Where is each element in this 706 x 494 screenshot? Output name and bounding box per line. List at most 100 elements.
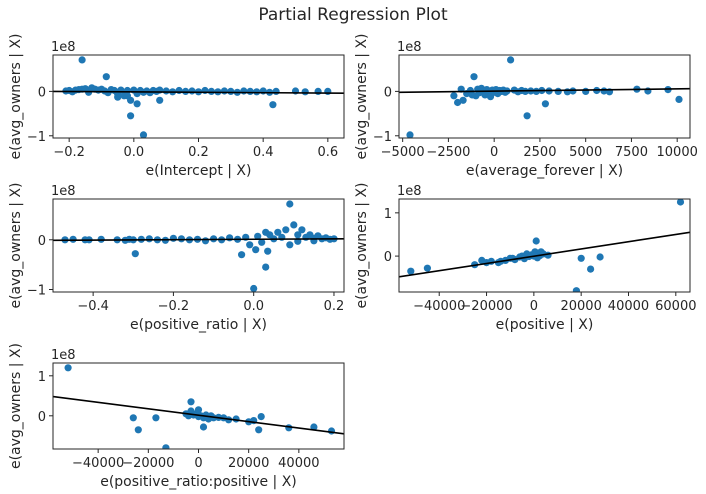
- data-point: [127, 112, 135, 120]
- data-point: [407, 267, 415, 275]
- x-tick-label: 0.2: [324, 299, 345, 314]
- points: [64, 364, 336, 449]
- x-tick-label: 5000: [569, 145, 602, 160]
- x-tick-label: −40000: [413, 299, 465, 314]
- data-point: [676, 199, 685, 206]
- data-point: [207, 87, 215, 95]
- data-point: [274, 228, 282, 236]
- data-point: [406, 131, 414, 138]
- x-tick-label: −40000: [72, 456, 124, 471]
- points: [61, 200, 338, 292]
- x-tick-label: −5000: [381, 145, 425, 160]
- data-point: [188, 87, 196, 95]
- data-point: [139, 131, 148, 138]
- data-point: [314, 87, 322, 95]
- x-tick-label: 40000: [608, 299, 649, 314]
- data-point: [459, 96, 467, 104]
- axes-frame: [398, 198, 691, 293]
- data-point: [572, 287, 580, 292]
- x-tick-label: 0.0: [123, 145, 144, 160]
- y-axis-label: e(avg_owners | X): [8, 182, 24, 308]
- y-axis-label: e(avg_owners | X): [8, 343, 24, 469]
- data-point: [162, 87, 170, 95]
- data-point: [587, 265, 595, 273]
- data-point: [169, 234, 177, 242]
- data-point: [156, 96, 164, 104]
- data-point: [324, 87, 332, 95]
- y-offset-multiplier: 1e8: [397, 40, 422, 55]
- x-axis-label: e(Intercept | X): [146, 163, 252, 179]
- data-point: [258, 238, 266, 246]
- data-point: [582, 87, 590, 95]
- data-point: [675, 95, 683, 103]
- data-point: [246, 87, 254, 95]
- figure-title: Partial Regression Plot: [258, 5, 448, 25]
- data-point: [69, 235, 77, 243]
- data-point: [114, 93, 122, 101]
- y-axis-label: e(avg_owners | X): [354, 182, 370, 308]
- data-point: [450, 92, 458, 100]
- x-tick-label: 20000: [560, 299, 601, 314]
- data-point: [226, 234, 234, 242]
- data-point: [272, 87, 280, 95]
- x-tick-label: 0: [490, 145, 498, 160]
- y-axis-label: e(avg_owners | X): [354, 33, 370, 159]
- data-point: [327, 427, 336, 435]
- data-point: [310, 423, 318, 431]
- data-point: [569, 87, 577, 95]
- data-point: [301, 88, 309, 96]
- data-point: [294, 231, 302, 239]
- data-point: [532, 237, 540, 245]
- x-tick-label: 0.0: [243, 299, 264, 314]
- data-point: [541, 100, 550, 108]
- y-tick-label: 0: [384, 250, 392, 265]
- y-tick-label: −1: [27, 130, 46, 145]
- y-tick-label: 0: [38, 85, 46, 100]
- data-point: [102, 73, 110, 81]
- x-tick-label: −0.2: [53, 145, 85, 160]
- data-point: [254, 232, 262, 240]
- data-point: [238, 251, 246, 259]
- x-tick-label: −0.4: [77, 299, 109, 314]
- data-point: [507, 56, 515, 64]
- data-point: [64, 364, 72, 372]
- y-tick-label: 1: [384, 207, 392, 222]
- data-point: [246, 241, 254, 249]
- data-point: [262, 263, 270, 271]
- panel-3: −0.4 −0.2 0.0 0.2 −1 0 1e8 e(positive_ratio | X…: [8, 182, 345, 333]
- data-point: [282, 226, 290, 234]
- points: [407, 199, 685, 292]
- data-point: [454, 98, 462, 107]
- data-point: [298, 226, 306, 234]
- axes-frame: [52, 362, 345, 450]
- axes-frame: [52, 54, 345, 139]
- data-point: [470, 73, 478, 81]
- data-point: [201, 237, 210, 245]
- x-tick-label: −0.2: [158, 299, 190, 314]
- y-tick-label: 0: [38, 410, 46, 425]
- panel-5: −40000−20000 0 20000 40000 0 1 1e8 e(positive_r…: [8, 343, 345, 490]
- data-point: [162, 444, 170, 449]
- x-tick-label: 2500: [523, 145, 556, 160]
- x-tick-label: 0: [530, 299, 538, 314]
- data-point: [220, 87, 228, 95]
- x-axis-label: e(positive_ratio | X): [130, 317, 267, 333]
- y-tick-label: −1: [373, 130, 392, 145]
- y-axis-label: e(avg_owners | X): [8, 33, 24, 159]
- x-tick-label: −20000: [122, 456, 174, 471]
- x-tick-label: 7500: [615, 145, 648, 160]
- fit-line: [399, 87, 690, 94]
- x-tick-label: 0.6: [317, 145, 338, 160]
- data-point: [269, 101, 277, 109]
- data-point: [145, 235, 153, 243]
- axes-frame: [52, 198, 345, 293]
- data-point: [264, 247, 272, 255]
- data-point: [286, 241, 294, 249]
- y-tick-label: −1: [27, 284, 46, 299]
- data-point: [523, 112, 531, 120]
- data-point: [123, 92, 131, 100]
- data-point: [262, 228, 270, 236]
- fit-line: [399, 231, 690, 278]
- y-offset-multiplier: 1e8: [51, 348, 76, 363]
